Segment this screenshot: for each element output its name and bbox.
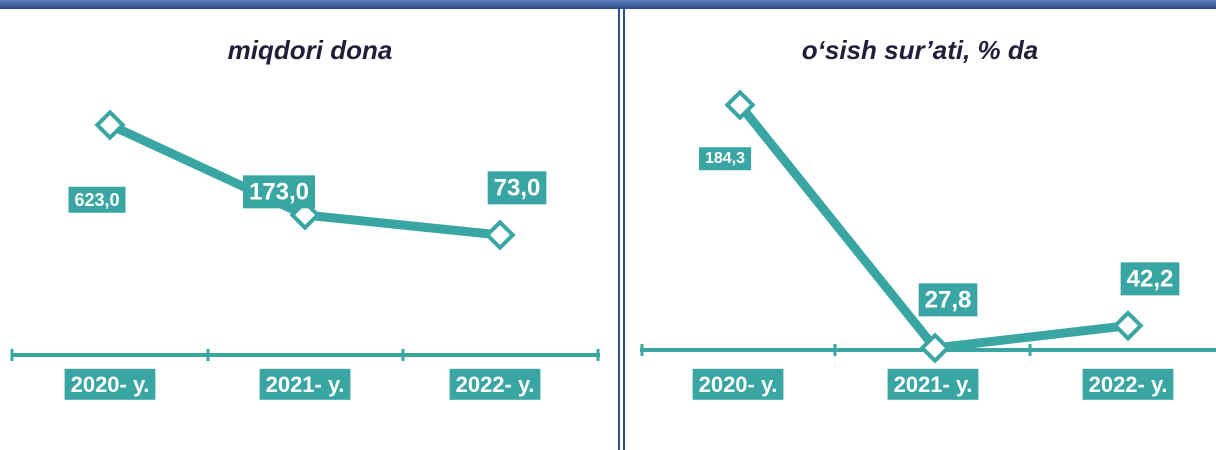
point-marker [1115,313,1140,338]
infographic: miqdori dona o‘sish sur’ati, % da 2020- … [0,0,1216,450]
top-border [0,0,1216,9]
point-marker [487,222,512,247]
x-tick-label: 2020- у. [71,372,150,397]
data-label: 73,0 [494,174,541,201]
x-tick-label: 2022- у. [1089,372,1168,397]
x-tick-label: 2021- у. [894,372,973,397]
data-label: 27,8 [925,286,972,313]
chart-title: miqdori dona [228,35,393,65]
data-label: 42,2 [1127,265,1174,292]
x-tick-label: 2022- у. [456,372,535,397]
data-label: 623,0 [74,190,119,210]
x-tick-label: 2020- у. [699,372,778,397]
x-tick-label: 2021- у. [266,372,345,397]
chart-title: o‘sish sur’ati, % da [802,35,1038,65]
data-label: 184,3 [705,150,745,167]
data-label: 173,0 [249,178,309,205]
